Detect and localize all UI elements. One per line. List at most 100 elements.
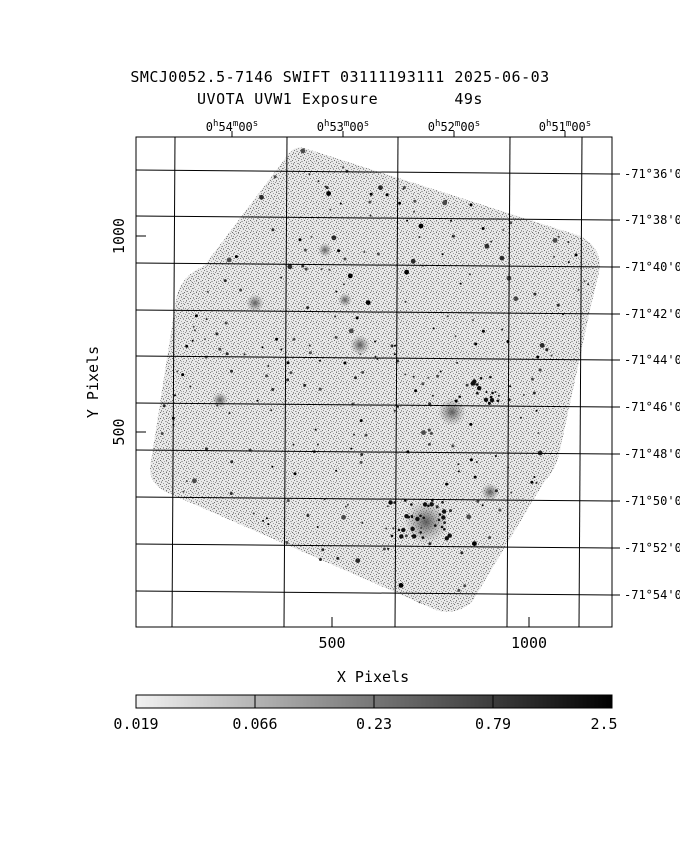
star — [271, 388, 275, 391]
ra-grid-line — [394, 137, 399, 627]
star — [347, 273, 353, 279]
star — [454, 399, 458, 403]
star — [445, 482, 449, 486]
star — [386, 505, 389, 508]
star — [481, 329, 485, 333]
star — [532, 391, 536, 395]
star — [160, 432, 164, 435]
diffuse-source — [318, 243, 332, 257]
star — [292, 337, 296, 341]
star — [354, 376, 357, 380]
star — [469, 422, 473, 426]
star — [522, 394, 525, 396]
diffuse-source — [338, 293, 352, 307]
star — [577, 289, 580, 291]
star — [350, 447, 353, 450]
star — [463, 584, 467, 588]
y-axis-title: Y Pixels — [84, 346, 102, 418]
cluster-star — [437, 518, 441, 522]
star — [533, 476, 536, 478]
dec-grid-line — [136, 590, 612, 596]
star — [355, 558, 361, 563]
star — [450, 219, 452, 222]
star — [530, 480, 534, 484]
star — [301, 264, 305, 268]
star — [574, 253, 578, 257]
cluster-star — [422, 516, 426, 520]
plot-frame — [135, 136, 613, 628]
star — [346, 503, 349, 506]
star — [498, 508, 502, 512]
dec-grid-line — [136, 449, 612, 455]
star — [259, 194, 264, 200]
star — [205, 318, 208, 321]
star — [181, 373, 185, 377]
cluster-star — [447, 533, 452, 538]
star — [552, 238, 558, 243]
star — [319, 558, 322, 561]
star — [393, 409, 396, 412]
star — [567, 261, 570, 264]
star — [406, 219, 409, 222]
star — [226, 257, 232, 263]
diffuse-source — [246, 294, 264, 312]
ra-tick-label: 0h51m00s — [539, 119, 591, 134]
star — [369, 192, 373, 196]
star — [390, 344, 394, 348]
star — [497, 394, 500, 397]
y-tick-label-1000: 1000 — [110, 218, 128, 254]
star — [404, 534, 408, 538]
star — [206, 290, 209, 293]
star — [364, 433, 368, 437]
star — [308, 351, 312, 355]
star — [320, 268, 323, 271]
cluster-star — [421, 536, 425, 539]
star — [474, 342, 478, 346]
star — [306, 306, 310, 310]
star — [314, 428, 317, 431]
star — [275, 337, 279, 341]
star — [387, 547, 390, 550]
star — [476, 499, 480, 503]
star — [481, 227, 485, 230]
cluster-star — [410, 503, 413, 506]
cluster-star — [483, 397, 489, 402]
cluster-star — [489, 398, 495, 403]
star — [262, 519, 265, 522]
coordinate-grid — [136, 137, 612, 627]
star — [326, 191, 331, 196]
cluster-star — [479, 377, 483, 380]
star — [494, 391, 497, 393]
diffuse-source — [404, 500, 448, 544]
star — [230, 460, 234, 464]
dec-grid-line — [136, 543, 612, 549]
star — [513, 296, 519, 302]
star — [365, 300, 371, 305]
star — [481, 504, 484, 507]
cluster-star — [419, 514, 422, 518]
star — [494, 489, 498, 493]
star — [398, 583, 404, 588]
star — [460, 551, 464, 555]
star — [174, 394, 176, 397]
star — [292, 443, 295, 446]
star — [378, 185, 383, 191]
star — [342, 283, 345, 286]
dec-grid-line — [136, 496, 612, 502]
star — [329, 208, 332, 211]
star — [418, 601, 421, 604]
cluster-star — [399, 534, 404, 539]
dec-grid-line — [136, 262, 612, 268]
star — [413, 199, 417, 203]
x-axis-title: X Pixels — [337, 668, 409, 686]
cluster-star — [427, 504, 430, 508]
cluster-star — [397, 528, 401, 532]
star — [352, 433, 355, 436]
star — [265, 517, 268, 520]
star — [234, 255, 238, 259]
star — [412, 375, 415, 378]
ra-tick-label: 0h53m00s — [317, 119, 369, 134]
star — [553, 255, 556, 258]
star — [429, 432, 433, 435]
cluster-star — [443, 521, 446, 524]
